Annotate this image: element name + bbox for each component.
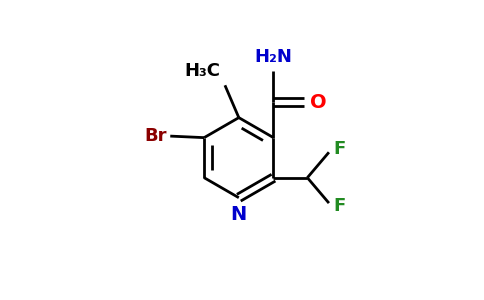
Text: F: F (333, 140, 346, 158)
Text: Br: Br (144, 127, 166, 145)
Text: H₂N: H₂N (255, 48, 292, 66)
Text: N: N (231, 205, 247, 224)
Text: O: O (310, 93, 326, 112)
Text: F: F (333, 197, 346, 215)
Text: H₃C: H₃C (184, 62, 220, 80)
